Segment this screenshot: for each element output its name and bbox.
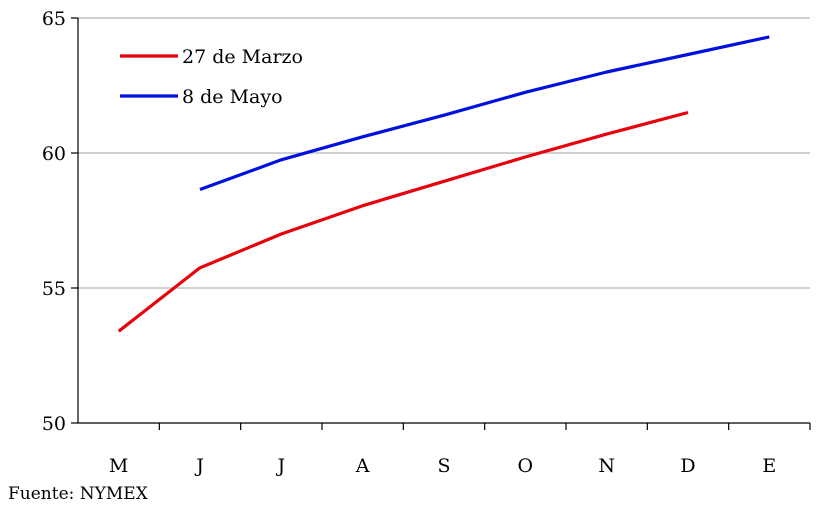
x-tick-label: A xyxy=(355,455,370,477)
line-chart: 50 55 60 65 M J J A S O N D E 27 de Marzo 8 de Mayo xyxy=(42,8,811,477)
series-lines xyxy=(117,35,770,333)
y-tick-label: 50 xyxy=(42,413,66,435)
legend: 27 de Marzo 8 de Mayo xyxy=(120,46,303,108)
axes xyxy=(77,18,810,424)
y-tick-label: 60 xyxy=(42,143,66,165)
legend-label-2: 8 de Mayo xyxy=(182,86,283,108)
x-tick-label: J xyxy=(276,455,286,477)
series-line-2 xyxy=(199,35,770,192)
gridlines xyxy=(78,17,810,289)
y-tick-label: 55 xyxy=(42,278,66,300)
axis-ticks: 50 55 60 65 M J J A S O N D E xyxy=(42,8,811,477)
legend-label-1: 27 de Marzo xyxy=(182,46,303,68)
source-note: Fuente: NYMEX xyxy=(8,484,148,504)
x-tick-label: M xyxy=(109,455,128,477)
x-tick-label: J xyxy=(194,455,204,477)
x-tick-label: N xyxy=(598,455,615,477)
x-tick-label: E xyxy=(762,455,776,477)
x-tick-label: O xyxy=(518,455,534,477)
y-tick-label: 65 xyxy=(42,8,66,30)
series-line-1 xyxy=(117,110,689,333)
x-tick-label: S xyxy=(437,455,450,477)
x-tick-label: D xyxy=(680,455,695,477)
